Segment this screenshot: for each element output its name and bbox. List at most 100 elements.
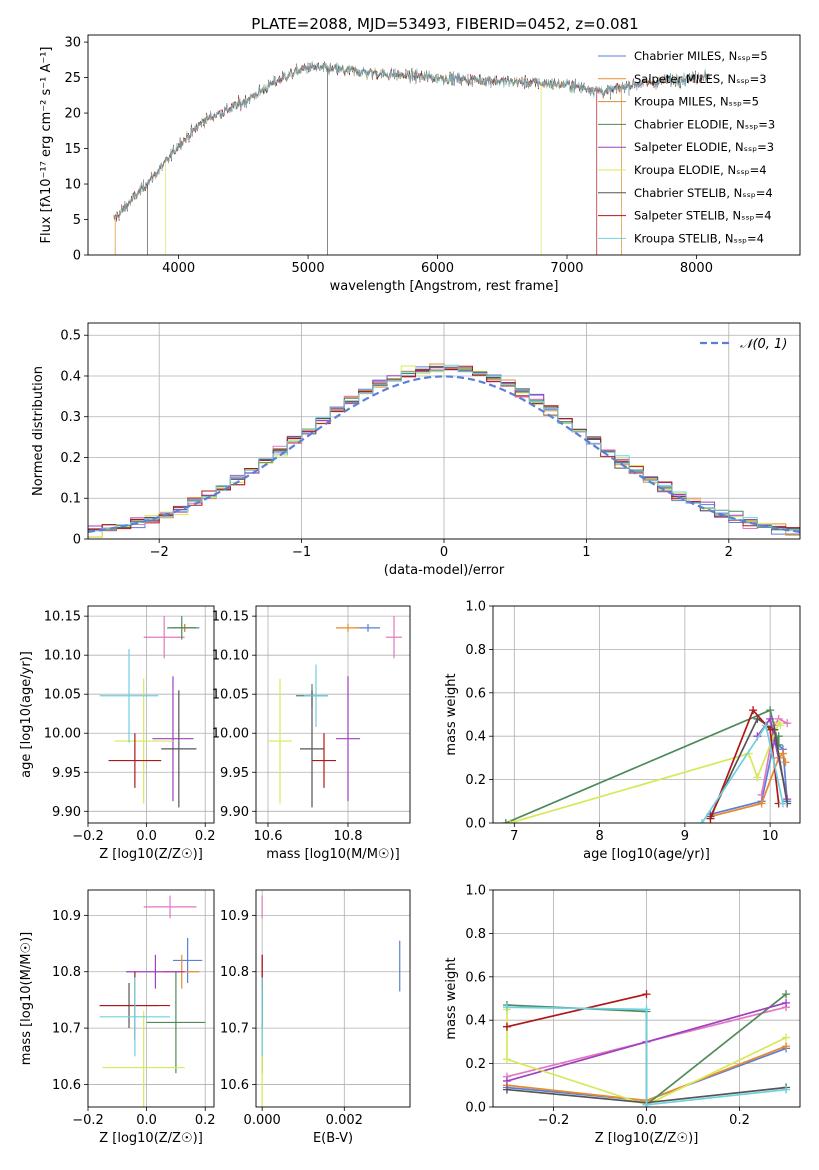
x-tick-label: 8 xyxy=(595,829,603,844)
x-tick-label: 0.002 xyxy=(326,1113,363,1128)
normal-curve xyxy=(88,375,800,533)
weight-point xyxy=(706,814,715,823)
spectrum-title: PLATE=2088, MJD=53493, FIBERID=0452, z=0… xyxy=(251,15,638,33)
y-tick-label: 10.8 xyxy=(220,965,249,980)
x-tick-label: 8000 xyxy=(680,261,713,276)
weight-point xyxy=(642,1005,651,1014)
x-axis-label: E(B-V) xyxy=(313,1131,353,1146)
weight-series-line xyxy=(506,1009,787,1106)
weight-series-line xyxy=(760,717,788,795)
weight-point xyxy=(757,799,766,808)
legend-label: Chabrier STELIB, Nₛₛₚ=4 xyxy=(634,186,773,200)
y-tick-label: 0.3 xyxy=(60,410,81,425)
y-tick-label: 9.90 xyxy=(220,805,249,820)
weight-point xyxy=(749,706,758,715)
weight-point xyxy=(697,819,706,823)
weight-point xyxy=(781,758,790,767)
legend-label: Kroupa ELODIE, Nₛₛₚ=4 xyxy=(634,163,767,177)
axes-frame xyxy=(255,605,411,824)
y-tick-label: 10.6 xyxy=(52,1078,81,1093)
plot-area xyxy=(99,616,200,808)
residuals-panel: −2 −1 0 1 2 0 0.1 0.2 0.3 0.4 0.5 (data-model)/erro… xyxy=(31,322,801,578)
legend-label: Chabrier ELODIE, Nₛₛₚ=3 xyxy=(634,117,775,131)
age-vs-Z-panel: −0.2 0.0 0.2 9.90 9.95 10.00 10.05 10.10 10.15 Z … xyxy=(19,605,216,862)
y-tick-label: 0.2 xyxy=(465,773,486,788)
x-tick-label: 7000 xyxy=(550,261,583,276)
x-tick-label: −1 xyxy=(292,545,311,560)
legend-label: Salpeter STELIB, Nₛₛₚ=4 xyxy=(634,209,772,223)
y-tick-label: 9.95 xyxy=(52,766,81,781)
y-tick-label: 10.7 xyxy=(220,1022,249,1037)
weight-point xyxy=(782,1042,791,1051)
x-tick-label: 6000 xyxy=(421,261,454,276)
x-tick-label: 0.0 xyxy=(136,829,157,844)
y-axis-label: age [log10(age/yr)] xyxy=(19,651,34,778)
x-tick-label: −2 xyxy=(150,545,169,560)
x-axis-label: Z [log10(Z/Z☉)] xyxy=(99,1131,203,1146)
y-tick-label: 5 xyxy=(73,213,81,228)
y-tick-label: 0.8 xyxy=(465,643,486,658)
y-tick-label: 1.0 xyxy=(465,600,486,615)
x-tick-label: 1 xyxy=(582,545,590,560)
y-tick-label: 10.00 xyxy=(212,727,249,742)
weight-point xyxy=(778,799,787,808)
spectrum-panel: PLATE=2088, MJD=53493, FIBERID=0452, z=0… xyxy=(39,15,801,294)
y-tick-label: 10.10 xyxy=(44,649,81,664)
y-tick-label: 0.5 xyxy=(60,329,81,344)
axes-frame xyxy=(87,34,801,256)
weight-point xyxy=(783,719,792,728)
x-axis-label: Z [log10(Z/Z☉)] xyxy=(99,847,203,862)
y-tick-label: 10.9 xyxy=(220,909,249,924)
x-axis-label: wavelength [Angstrom, rest frame] xyxy=(330,279,559,294)
x-tick-label: 0.0 xyxy=(636,1113,657,1128)
x-axis-label: (data-model)/error xyxy=(384,563,505,578)
weight-point xyxy=(761,721,770,730)
y-tick-label: 10.10 xyxy=(212,649,249,664)
legend-label: Salpeter MILES, Nₛₛₚ=3 xyxy=(634,72,767,86)
x-tick-label: 0.0 xyxy=(136,1113,157,1128)
legend-label: Kroupa MILES, Nₛₛₚ=5 xyxy=(634,95,759,109)
y-tick-label: 9.95 xyxy=(220,766,249,781)
y-tick-label: 9.90 xyxy=(52,805,81,820)
y-axis-label: Flux [fλ10⁻¹⁷ erg cm⁻² s⁻¹ A⁻¹] xyxy=(39,47,54,244)
y-tick-label: 0.4 xyxy=(465,730,486,745)
y-tick-label: 15 xyxy=(64,142,81,157)
x-axis-label: age [log10(age/yr)] xyxy=(583,847,710,862)
axes-frame xyxy=(492,889,801,1108)
y-tick-label: 1.0 xyxy=(465,884,486,899)
y-tick-label: 10.05 xyxy=(44,688,81,703)
legend-label: Salpeter ELODIE, Nₛₛₚ=3 xyxy=(634,140,774,154)
y-tick-label: 10.00 xyxy=(44,727,81,742)
x-tick-label: 0 xyxy=(440,545,448,560)
y-tick-label: 10.8 xyxy=(52,965,81,980)
x-tick-label: 7 xyxy=(510,829,518,844)
x-tick-label: 0.000 xyxy=(244,1113,281,1128)
weight-series-line xyxy=(506,1006,787,1106)
weight-point xyxy=(778,749,787,758)
axes-frame xyxy=(255,889,411,1108)
y-tick-label: 20 xyxy=(64,107,81,122)
spectrum-line xyxy=(113,60,710,220)
plot-area xyxy=(268,616,402,808)
legend-label: 𝒩(0, 1) xyxy=(740,337,787,352)
axes-frame xyxy=(87,322,801,540)
weight-point xyxy=(782,1085,791,1094)
x-tick-label: 10 xyxy=(762,829,779,844)
y-tick-label: 0.2 xyxy=(465,1057,486,1072)
x-tick-label: 0.2 xyxy=(195,1113,216,1128)
y-axis-label: mass [log10(M/M☉)] xyxy=(19,932,34,1065)
plot-area xyxy=(501,706,792,823)
y-tick-label: 0.0 xyxy=(465,1101,486,1116)
x-tick-label: 9 xyxy=(681,829,689,844)
y-tick-label: 10.9 xyxy=(52,909,81,924)
y-tick-label: 10.6 xyxy=(220,1078,249,1093)
x-tick-label: 0.2 xyxy=(195,829,216,844)
weight-vs-Z-panel: −0.2 0.0 0.2 0.0 0.2 0.4 0.6 0.8 1.0 Z [log10(Z/Z… xyxy=(444,884,801,1146)
y-axis-label: Normed distribution xyxy=(31,366,46,496)
x-tick-label: 10.8 xyxy=(334,829,363,844)
weight-point xyxy=(782,990,791,999)
weight-point xyxy=(502,1076,511,1085)
y-tick-label: 0.6 xyxy=(465,970,486,985)
weight-point xyxy=(782,998,791,1007)
